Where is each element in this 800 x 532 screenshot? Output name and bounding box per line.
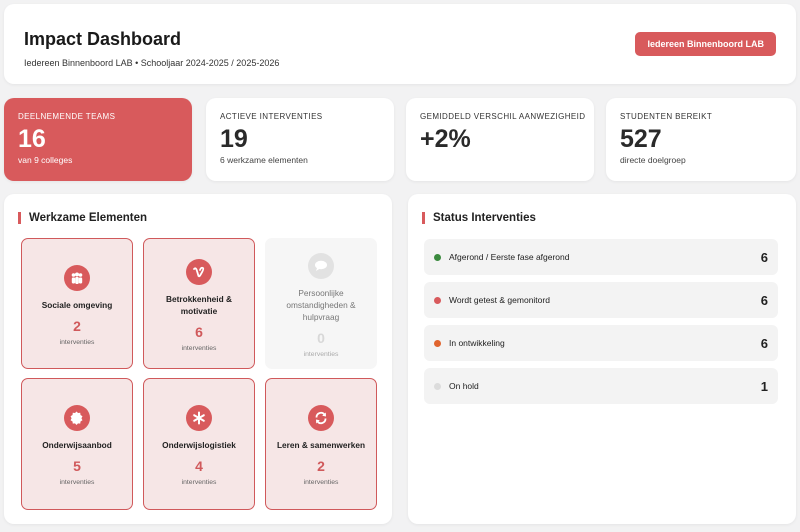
element-count: 0	[317, 330, 325, 346]
people-icon	[64, 265, 90, 291]
stat-sub: 6 werkzame elementen	[220, 155, 308, 165]
stat-label: ACTIEVE INTERVENTIES	[220, 112, 323, 121]
element-name: Leren & samenwerken	[276, 440, 366, 450]
status-row-ontwikkeling[interactable]: In ontwikkeling 6	[424, 325, 778, 361]
element-card-leren-samenwerken[interactable]: Leren & samenwerken 2 interventies	[265, 378, 377, 510]
stat-card-attendance: GEMIDDELD VERSCHIL AANWEZIGHEID +2%	[406, 98, 594, 181]
status-dot	[434, 296, 441, 304]
stat-value: +2%	[420, 125, 471, 153]
stat-label: STUDENTEN BEREIKT	[620, 112, 713, 121]
lab-button[interactable]: Iedereen Binnenboord LAB	[635, 32, 776, 56]
page-subtitle: Iedereen Binnenboord LAB • Schooljaar 20…	[24, 58, 280, 68]
element-count: 2	[317, 458, 325, 474]
stat-card-teams: DEELNEMENDE TEAMS 16 van 9 colleges	[4, 98, 192, 181]
element-count: 5	[73, 458, 81, 474]
stat-sub: directe doelgroep	[620, 155, 686, 165]
stat-card-interventions: ACTIEVE INTERVENTIES 19 6 werkzame eleme…	[206, 98, 394, 181]
element-count: 2	[73, 318, 81, 334]
element-count: 4	[195, 458, 203, 474]
sync-icon	[308, 405, 334, 431]
status-count: 6	[760, 249, 768, 265]
chat-bubble-icon	[308, 253, 334, 279]
stat-value: 19	[220, 125, 248, 153]
status-label: In ontwikkeling	[449, 338, 505, 348]
status-dot	[434, 339, 441, 347]
vimeo-v-icon	[186, 259, 212, 285]
page-title: Impact Dashboard	[24, 29, 182, 49]
element-name: Sociale omgeving	[41, 300, 113, 310]
badge-icon	[64, 405, 90, 431]
status-row-afgerond[interactable]: Afgerond / Eerste fase afgerond 6	[424, 239, 778, 275]
element-card-persoonlijke-omstandigheden[interactable]: Persoonlijke omstandigheden & hulpvraag …	[265, 238, 377, 369]
element-card-onderwijslogistiek[interactable]: Onderwijslogistiek 4 interventies	[143, 378, 255, 510]
element-unit: interventies	[181, 479, 217, 486]
stat-label: DEELNEMENDE TEAMS	[18, 112, 116, 121]
element-name: Onderwijslogistiek	[162, 440, 236, 450]
status-row-on-hold[interactable]: On hold 1	[424, 368, 778, 404]
element-unit: interventies	[303, 479, 339, 486]
element-card-onderwijsaanbod[interactable]: Onderwijsaanbod 5 interventies	[21, 378, 133, 510]
element-name: Betrokkenheid & motivatie	[166, 294, 232, 316]
element-unit: interventies	[59, 479, 95, 486]
status-dot	[434, 253, 441, 261]
stat-value: 527	[620, 125, 662, 153]
element-card-betrokkenheid[interactable]: Betrokkenheid & motivatie 6 interventies	[143, 238, 255, 369]
stat-card-students: STUDENTEN BEREIKT 527 directe doelgroep	[606, 98, 796, 181]
status-panel: Status Interventies Afgerond / Eerste fa…	[408, 194, 796, 524]
elements-panel-title: Werkzame Elementen	[18, 212, 147, 224]
status-label: Wordt getest & gemonitord	[449, 295, 550, 305]
dashboard-header: Impact Dashboard Iedereen Binnenboord LA…	[4, 4, 796, 84]
status-row-getest[interactable]: Wordt getest & gemonitord 6	[424, 282, 778, 318]
elements-panel: Werkzame Elementen Sociale omgeving 2 in…	[4, 194, 392, 524]
element-name: Onderwijsaanbod	[42, 440, 112, 450]
element-count: 6	[195, 324, 203, 340]
element-unit: interventies	[303, 351, 339, 358]
status-count: 6	[760, 292, 768, 308]
status-count: 1	[760, 378, 768, 394]
stat-sub: van 9 colleges	[18, 155, 73, 165]
stat-value: 16	[18, 125, 46, 153]
element-card-sociale-omgeving[interactable]: Sociale omgeving 2 interventies	[21, 238, 133, 369]
status-count: 6	[760, 335, 768, 351]
status-label: Afgerond / Eerste fase afgerond	[449, 252, 570, 262]
element-unit: interventies	[59, 339, 95, 346]
element-unit: interventies	[181, 345, 217, 352]
status-dot	[434, 382, 441, 390]
status-label: On hold	[449, 381, 479, 391]
asterisk-icon	[186, 405, 212, 431]
element-name: Persoonlijke omstandigheden & hulpvraag	[286, 288, 356, 322]
status-panel-title: Status Interventies	[422, 212, 536, 224]
stat-label: GEMIDDELD VERSCHIL AANWEZIGHEID	[420, 112, 586, 121]
